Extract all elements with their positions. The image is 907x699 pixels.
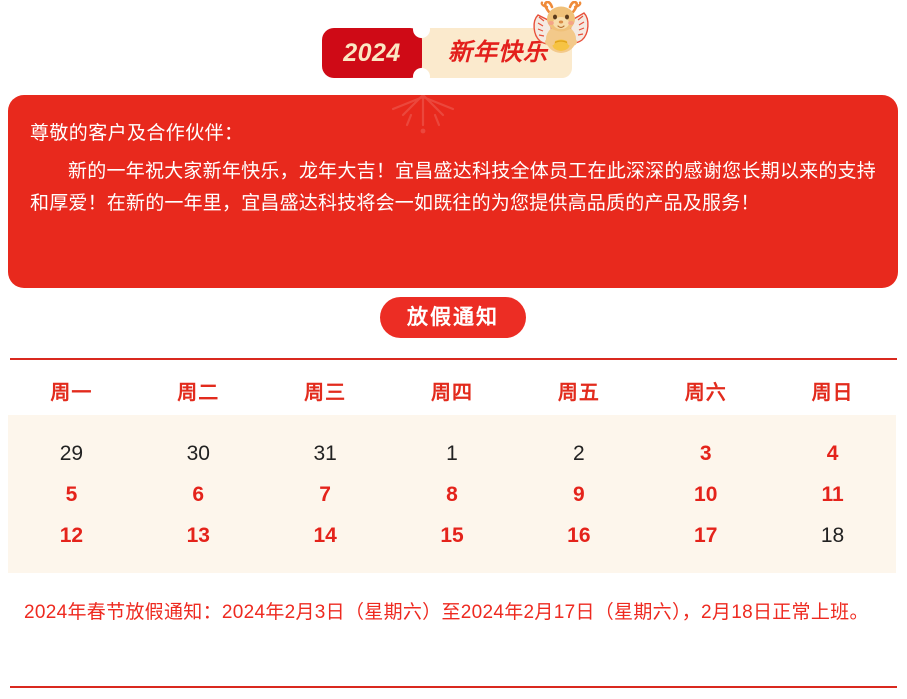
banner-greeting-text: 新年快乐	[448, 39, 548, 66]
calendar-day-cell[interactable]: 31	[313, 442, 337, 465]
calendar-day-cell[interactable]: 30	[186, 442, 210, 465]
holiday-schedule-notice: 2024年春节放假通知：2024年2月3日（星期六）至2024年2月17日（星期…	[24, 602, 869, 623]
message-body: 新的一年祝大家新年快乐，龙年大吉！宜昌盛达科技全体员工在此深深的感谢您长期以来的…	[30, 160, 876, 215]
calendar-week-row: 29 30 31 1 2 3 4	[8, 433, 896, 474]
calendar-day-cell[interactable]: 3	[699, 442, 712, 465]
calendar-day-cell[interactable]: 10	[694, 483, 718, 506]
calendar-day-cell[interactable]: 2	[573, 442, 585, 465]
calendar-day-cell[interactable]: 1	[446, 442, 458, 465]
calendar-weekday-5: 周六	[684, 381, 727, 404]
calendar-day-cell[interactable]: 9	[573, 483, 585, 506]
calendar-day-cell[interactable]: 13	[186, 524, 210, 547]
calendar-top-divider	[10, 358, 897, 360]
dragon-mascot-icon	[533, 1, 589, 53]
calendar-weekday-6: 周日	[811, 381, 854, 404]
calendar-weekday-4: 周五	[557, 381, 600, 404]
calendar-weekday-3: 周四	[430, 381, 473, 404]
banner-notch-bottom-icon	[413, 68, 430, 85]
calendar-day-cell[interactable]: 7	[319, 483, 331, 506]
calendar-day-cell[interactable]: 4	[826, 442, 839, 465]
calendar-day-cell[interactable]: 17	[694, 524, 718, 547]
calendar-weekday-1: 周二	[177, 381, 220, 404]
calendar-day-cell[interactable]: 5	[65, 483, 78, 506]
banner-year-text: 2024	[343, 38, 401, 67]
firework-burst-icon	[391, 95, 455, 134]
calendar-weekday-0: 周一	[50, 381, 93, 404]
calendar-day-cell[interactable]: 14	[313, 524, 337, 547]
message-salutation: 尊敬的客户及合作伙伴：	[30, 123, 244, 144]
calendar-grid: 29 30 31 1 2 3 4 5 6 7 8 9 10 11 12 13 14 15 16 17 18	[8, 415, 896, 573]
calendar-week-row: 12 13 14 15 16 17 18	[8, 515, 896, 556]
banner-year-plate: 2024	[322, 28, 422, 78]
calendar-day-cell[interactable]: 12	[59, 524, 84, 547]
greeting-message-box: 尊敬的客户及合作伙伴： 新的一年祝大家新年快乐，龙年大吉！宜昌盛达科技全体员工在…	[8, 95, 898, 288]
calendar-day-cell[interactable]: 29	[59, 442, 84, 465]
banner-notch-top-icon	[413, 21, 430, 38]
calendar-bottom-divider	[10, 686, 897, 688]
calendar-day-cell[interactable]: 16	[567, 524, 591, 547]
new-year-banner: 新年快乐 2024	[322, 1, 589, 85]
calendar-day-cell[interactable]: 6	[192, 483, 205, 506]
holiday-notice-button[interactable]: 放假通知	[380, 297, 526, 338]
calendar-weekday-header: 周一 周二 周三 周四 周五 周六 周日	[8, 366, 896, 414]
calendar-weekday-2: 周三	[304, 381, 347, 404]
calendar-day-cell[interactable]: 15	[440, 524, 464, 547]
calendar-week-row: 5 6 7 8 9 10 11	[8, 474, 896, 515]
calendar-day-cell[interactable]: 11	[821, 483, 844, 506]
greeting-message-content: 尊敬的客户及合作伙伴： 新的一年祝大家新年快乐，龙年大吉！宜昌盛达科技全体员工在…	[30, 121, 876, 221]
calendar-day-cell[interactable]: 8	[446, 483, 458, 506]
calendar-day-cell[interactable]: 18	[820, 524, 845, 547]
holiday-notice-button-label: 放假通知	[407, 306, 499, 329]
